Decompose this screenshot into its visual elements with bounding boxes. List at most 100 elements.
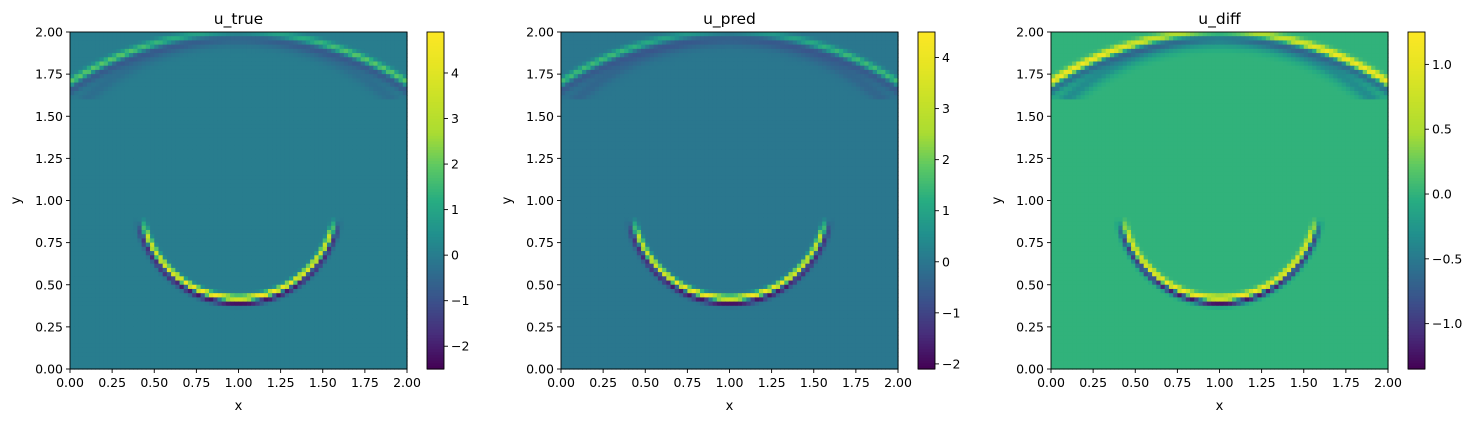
heatmap-cell <box>221 124 227 130</box>
heatmap-cell <box>70 272 75 277</box>
heatmap-cell <box>221 246 227 252</box>
heatmap-cell <box>348 187 353 193</box>
heatmap-cell <box>246 74 252 79</box>
heatmap-cell <box>213 221 219 227</box>
heatmap-cell <box>158 183 164 189</box>
heatmap-cell <box>112 61 117 67</box>
heatmap-cell <box>150 293 155 298</box>
heatmap-cell <box>289 171 294 176</box>
heatmap-cell <box>112 95 117 100</box>
heatmap-cell <box>398 217 404 223</box>
heatmap-cell <box>348 124 353 130</box>
heatmap-cell <box>107 280 113 286</box>
heatmap-cell <box>200 90 206 96</box>
heatmap-cell <box>284 284 290 290</box>
heatmap-cell <box>213 255 219 261</box>
heatmap-cell <box>166 74 172 79</box>
heatmap-cell <box>369 204 374 210</box>
heatmap-cell <box>137 95 143 100</box>
heatmap-cell <box>166 48 172 54</box>
heatmap-cell <box>402 149 408 155</box>
heatmap-cell <box>133 280 138 286</box>
heatmap-cell <box>166 65 172 71</box>
heatmap-cell <box>99 171 105 176</box>
heatmap-cell <box>381 217 387 223</box>
heatmap-cell <box>116 213 122 218</box>
heatmap-cell <box>158 40 164 46</box>
heatmap-cell <box>398 200 404 206</box>
heatmap-cell <box>348 86 353 92</box>
heatmap-cell <box>394 200 400 206</box>
heatmap-cell <box>238 86 244 92</box>
heatmap-cell <box>213 196 219 202</box>
heatmap-cell <box>263 187 269 193</box>
heatmap-cell <box>217 86 223 92</box>
heatmap-cell <box>394 183 400 189</box>
heatmap-cell <box>398 166 404 172</box>
heatmap-cell <box>86 246 92 252</box>
heatmap-cell <box>217 183 223 189</box>
heatmap-cell <box>154 221 160 227</box>
heatmap-cell <box>116 48 122 54</box>
heatmap-cell <box>385 124 391 130</box>
heatmap-cell <box>360 61 366 67</box>
heatmap-cell <box>154 82 160 88</box>
heatmap-cell <box>200 48 206 54</box>
heatmap-cell <box>263 213 269 218</box>
heatmap-cell <box>322 288 328 294</box>
heatmap-cell <box>390 238 395 244</box>
heatmap-cell <box>187 166 193 172</box>
heatmap-cell <box>82 221 88 227</box>
heatmap-cell <box>322 276 328 282</box>
heatmap-cell <box>402 183 408 189</box>
heatmap-cell <box>310 48 315 54</box>
heatmap-cell <box>352 133 358 138</box>
heatmap-cell <box>335 276 341 282</box>
heatmap-cell <box>310 196 315 202</box>
heatmap-cell <box>356 192 362 197</box>
heatmap-cell <box>251 288 256 294</box>
heatmap-cell <box>335 69 341 75</box>
heatmap-cell <box>213 158 219 164</box>
heatmap-cell <box>326 116 332 122</box>
heatmap-cell <box>120 242 126 248</box>
heatmap-cell <box>99 234 105 240</box>
heatmap-cell <box>360 124 366 130</box>
heatmap-cell <box>99 179 105 185</box>
heatmap-cell <box>394 95 400 100</box>
heatmap-cell <box>120 221 126 227</box>
heatmap-cell <box>217 90 223 96</box>
heatmap-cell <box>120 133 126 138</box>
heatmap-cell <box>230 32 235 37</box>
heatmap-cell <box>364 175 370 181</box>
heatmap-cell <box>107 221 113 227</box>
heatmap-cell <box>200 196 206 202</box>
heatmap-cell <box>150 213 155 218</box>
heatmap-cell <box>352 90 358 96</box>
heatmap-cell <box>158 128 164 134</box>
heatmap-cell <box>381 166 387 172</box>
heatmap-cell <box>166 259 172 265</box>
heatmap-cell <box>280 238 286 244</box>
heatmap-cell <box>259 137 265 143</box>
heatmap-cell <box>74 124 80 130</box>
heatmap-cell <box>116 234 122 240</box>
heatmap-cell <box>310 162 315 168</box>
heatmap-cell <box>103 276 109 282</box>
heatmap-cell <box>369 276 374 282</box>
heatmap-cell <box>293 86 299 92</box>
heatmap-cell <box>112 187 117 193</box>
heatmap-cell <box>348 255 353 261</box>
heatmap-cell <box>137 272 143 277</box>
heatmap-cell <box>112 154 117 159</box>
heatmap-cell <box>284 276 290 282</box>
heatmap-cell <box>230 242 235 248</box>
heatmap-cell <box>107 82 113 88</box>
heatmap-cell <box>183 204 189 210</box>
heatmap-cell <box>103 263 109 269</box>
heatmap-cell <box>128 82 134 88</box>
heatmap-cell <box>204 65 210 71</box>
heatmap-cell <box>284 99 290 105</box>
heatmap-cell <box>356 166 362 172</box>
heatmap-cell <box>289 288 294 294</box>
